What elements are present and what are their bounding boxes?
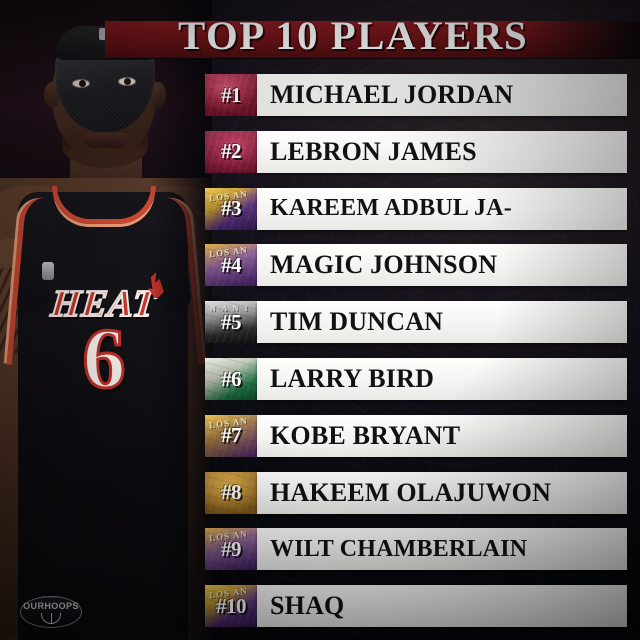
top-10-players-graphic: HEAT 6 TOP 10 PLAYERS #1MICHAEL JORDAN#2…: [0, 0, 640, 640]
vignette: [0, 0, 640, 640]
